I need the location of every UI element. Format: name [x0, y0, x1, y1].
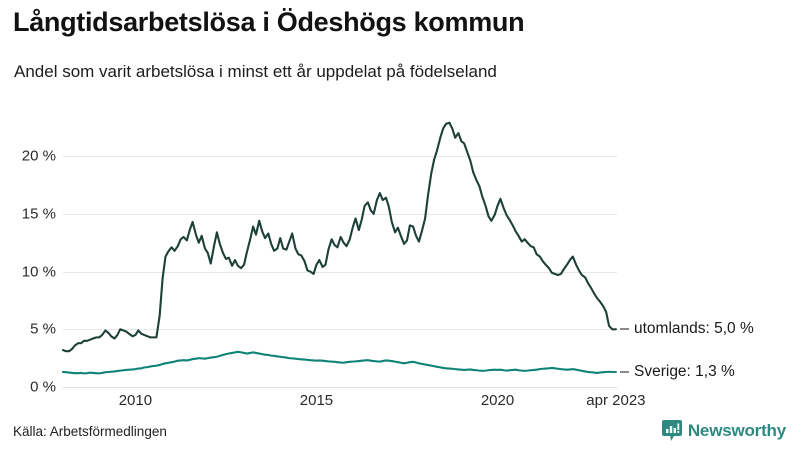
series-line-sverige: [63, 352, 616, 374]
series-label-text: utomlands: 5,0 %: [634, 320, 754, 338]
gridlines: [63, 110, 617, 388]
x-tick-label: 2015: [299, 392, 334, 409]
series-dash-utomlands: [620, 328, 629, 331]
newsworthy-logo: Newsworthy: [661, 420, 786, 442]
series-label-text: Sverige: 1,3 %: [634, 362, 735, 380]
y-tick-label: 0 %: [30, 378, 56, 396]
x-tick-label: apr 2023: [586, 392, 646, 409]
bar-chart-bubble-icon: [661, 420, 682, 441]
gridline: [63, 213, 617, 215]
y-tick-label: 15 %: [21, 205, 56, 223]
series-label-sverige: Sverige: 1,3 %: [620, 363, 735, 381]
page-title: Långtidsarbetslösa i Ödeshögs kommun: [13, 7, 525, 37]
x-tick-label: 2010: [118, 392, 153, 409]
gridline: [63, 329, 617, 331]
y-tick-label: 10 %: [21, 263, 56, 281]
logo-text: Newsworthy: [687, 421, 786, 440]
gridline: [63, 156, 617, 158]
series-label-utomlands: utomlands: 5,0 %: [620, 320, 754, 338]
source-note: Källa: Arbetsförmedlingen: [13, 424, 167, 439]
series-dash-sverige: [620, 370, 629, 373]
plot-area: [63, 110, 617, 388]
y-tick-label: 5 %: [30, 320, 56, 338]
chart-container: 0 % 5 % 10 % 15 % 20 % 2010 2015 2020 apr 2023 …: [0, 100, 800, 409]
series-line-utomlands: [63, 123, 616, 352]
page-subtitle: Andel som varit arbetslösa i minst ett å…: [14, 62, 497, 81]
y-tick-label: 20 %: [21, 147, 56, 165]
x-tick-label: 2020: [480, 392, 515, 409]
series-lines: [63, 110, 617, 387]
gridline: [63, 387, 617, 388]
gridline: [63, 271, 617, 273]
